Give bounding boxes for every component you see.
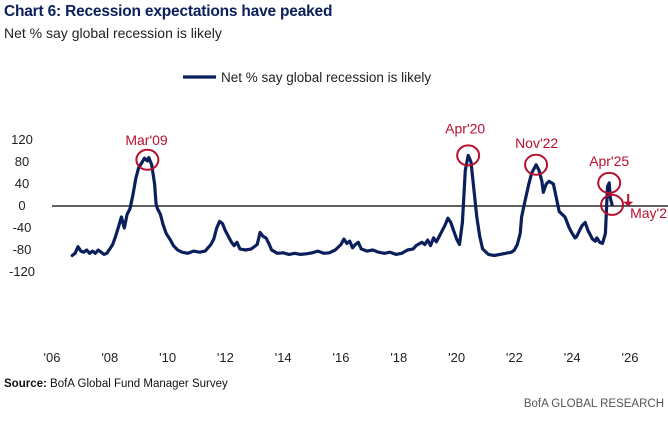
x-tick-label: '18 bbox=[390, 350, 407, 365]
chart-subtitle: Net % say global recession is likely bbox=[4, 25, 222, 41]
annotation-label: Mar'09 bbox=[125, 132, 168, 148]
annotation-circle bbox=[135, 148, 160, 171]
x-tick-label: '06 bbox=[44, 350, 61, 365]
y-tick-label: 120 bbox=[11, 132, 33, 147]
x-tick-label: '22 bbox=[506, 350, 523, 365]
x-tick-label: '20 bbox=[448, 350, 465, 365]
y-tick-label: 0 bbox=[18, 198, 25, 213]
annotation-label: Nov'22 bbox=[515, 135, 558, 151]
source-text: BofA Global Fund Manager Survey bbox=[50, 378, 228, 390]
legend-label: Net % say global recession is likely bbox=[221, 70, 431, 85]
source-note: Source: BofA Global Fund Manager Survey bbox=[4, 378, 228, 390]
y-tick-label: -120 bbox=[9, 264, 35, 279]
x-tick-label: '14 bbox=[275, 350, 292, 365]
annotation-label: May'25 bbox=[630, 205, 668, 221]
annotation-circle bbox=[600, 193, 625, 216]
y-tick-label: -80 bbox=[13, 242, 32, 257]
y-tick-label: 40 bbox=[15, 176, 29, 191]
series-line bbox=[70, 153, 614, 258]
x-tick-label: '26 bbox=[622, 350, 639, 365]
line-chart: 120 80 40 0 -40 -80 -120 '06 '08 '10 '12 '14 '16 '18 '… bbox=[9, 70, 668, 365]
y-tick-label: -40 bbox=[13, 220, 32, 235]
x-tick-label: '16 bbox=[333, 350, 350, 365]
chart-title: Chart 6: Recession expectations have pea… bbox=[4, 3, 333, 20]
annotation-circle bbox=[456, 144, 481, 167]
brand-footer: BofA GLOBAL RESEARCH bbox=[523, 398, 664, 410]
x-tick-label: '12 bbox=[217, 350, 234, 365]
annotation-circle bbox=[597, 171, 622, 194]
y-tick-label: 80 bbox=[15, 154, 29, 169]
source-label: Source: bbox=[4, 378, 47, 390]
annotation-label: Apr'20 bbox=[445, 120, 485, 136]
annotation-circle bbox=[524, 153, 549, 176]
x-tick-label: '10 bbox=[159, 350, 176, 365]
x-tick-label: '24 bbox=[564, 350, 581, 365]
annotation-label: Apr'25 bbox=[589, 153, 629, 169]
x-tick-label: '08 bbox=[101, 350, 118, 365]
down-arrow-head bbox=[623, 201, 634, 207]
